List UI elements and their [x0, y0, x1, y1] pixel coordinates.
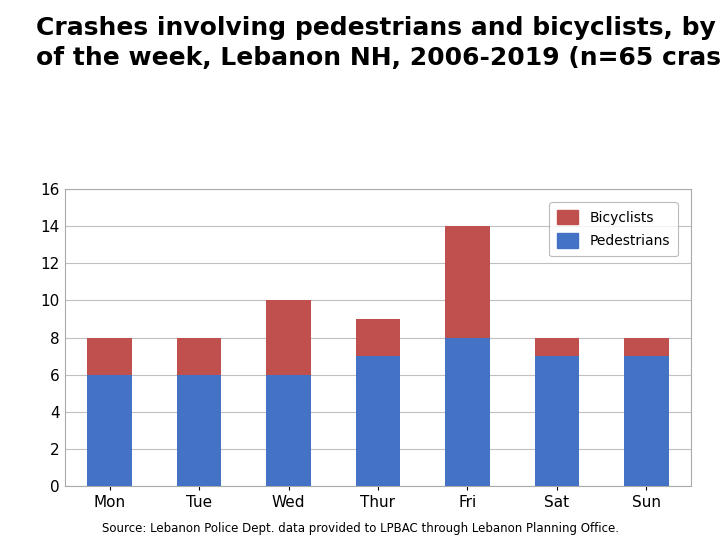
- Bar: [266, 300, 311, 375]
- Bar: [445, 338, 490, 486]
- Bar: [624, 356, 669, 486]
- Bar: [534, 338, 580, 356]
- Bar: [356, 319, 400, 356]
- Bar: [534, 356, 580, 486]
- Bar: [87, 338, 132, 375]
- Bar: [624, 338, 669, 356]
- Bar: [176, 338, 222, 375]
- Bar: [445, 226, 490, 338]
- Bar: [266, 375, 311, 486]
- Bar: [87, 375, 132, 486]
- Text: Source: Lebanon Police Dept. data provided to LPBAC through Lebanon Planning Off: Source: Lebanon Police Dept. data provid…: [102, 522, 618, 535]
- Text: Crashes involving pedestrians and bicyclists, by Day
of the week, Lebanon NH, 20: Crashes involving pedestrians and bicycl…: [36, 16, 720, 70]
- Legend: Bicyclists, Pedestrians: Bicyclists, Pedestrians: [549, 202, 678, 256]
- Bar: [176, 375, 222, 486]
- Bar: [356, 356, 400, 486]
